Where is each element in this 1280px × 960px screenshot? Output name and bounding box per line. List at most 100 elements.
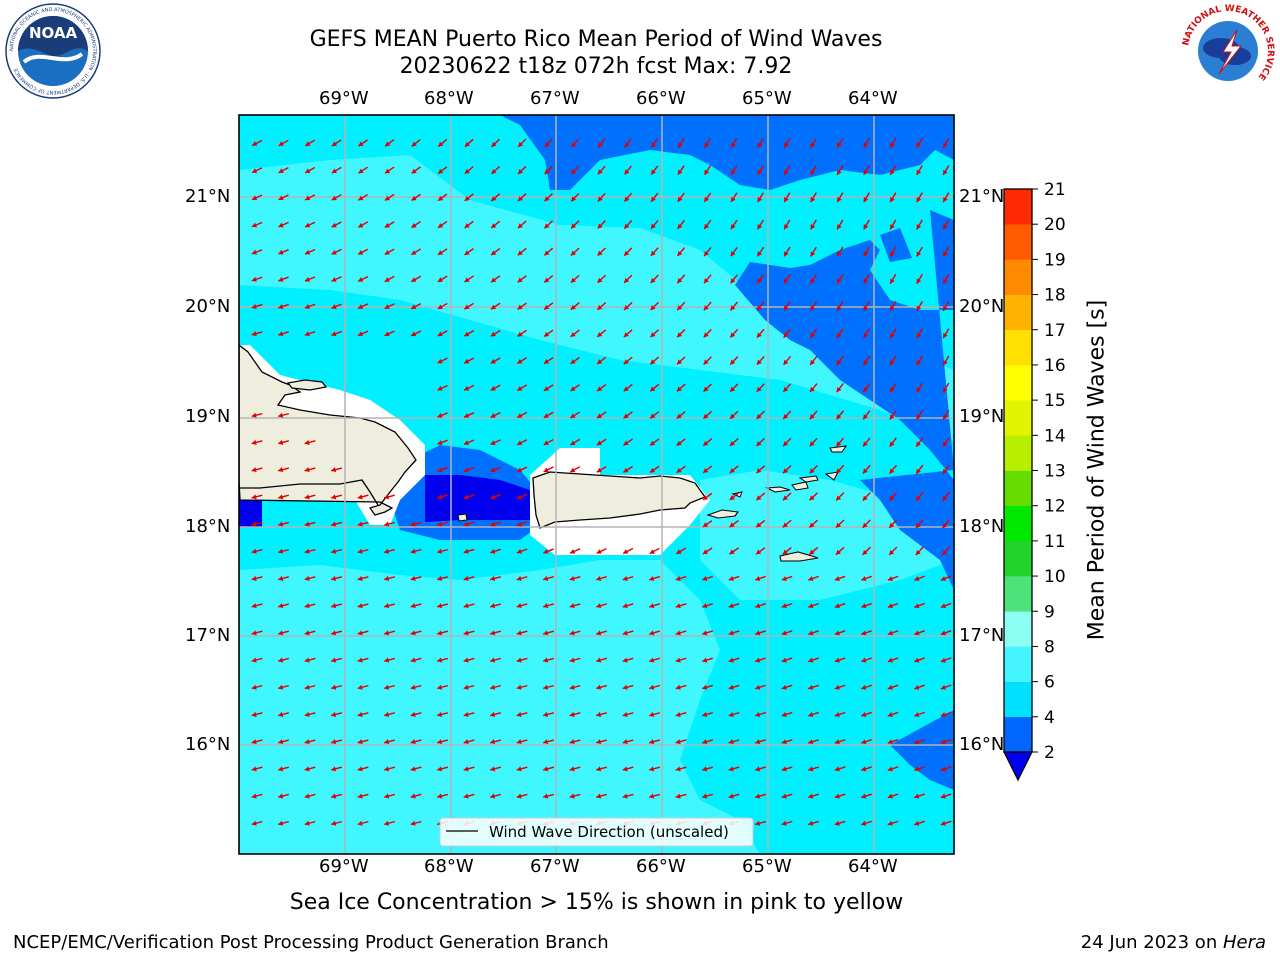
wind-wave-arrow bbox=[542, 739, 555, 745]
wind-wave-arrow bbox=[649, 711, 660, 717]
lon-tick-top: 66°W bbox=[636, 88, 686, 109]
wind-wave-arrow bbox=[304, 766, 316, 772]
colorbar-tick-label: 20 bbox=[1044, 215, 1066, 235]
wind-wave-arrow bbox=[942, 219, 950, 230]
wind-wave-arrow bbox=[436, 766, 449, 772]
wind-wave-arrow bbox=[516, 657, 528, 663]
wind-wave-arrow bbox=[304, 684, 316, 690]
wind-wave-arrow bbox=[888, 519, 898, 529]
wind-wave-arrow bbox=[277, 494, 290, 500]
wind-wave-arrow bbox=[940, 766, 952, 772]
wind-wave-arrow bbox=[728, 684, 740, 690]
wind-wave-arrow bbox=[544, 193, 553, 202]
wind-wave-arrow bbox=[410, 330, 422, 337]
wind-wave-arrow bbox=[543, 548, 554, 554]
colorbar-tick-label: 21 bbox=[1044, 180, 1066, 200]
wind-wave-arrow bbox=[436, 657, 449, 663]
wind-wave-arrow bbox=[755, 684, 766, 690]
wind-wave-arrow bbox=[622, 793, 634, 799]
wind-wave-arrow bbox=[596, 411, 607, 419]
wind-wave-arrow bbox=[331, 330, 342, 337]
wind-wave-arrow bbox=[940, 793, 952, 799]
wind-wave-arrow bbox=[781, 820, 793, 826]
wind-wave-arrow bbox=[703, 328, 712, 338]
wind-wave-arrow bbox=[357, 603, 369, 609]
wind-wave-arrow bbox=[756, 328, 765, 339]
wind-wave-arrow bbox=[623, 301, 633, 311]
wind-wave-arrow bbox=[569, 548, 581, 554]
wind-wave-arrow bbox=[597, 192, 606, 202]
wind-wave-arrow bbox=[755, 519, 766, 528]
wind-wave-arrow bbox=[357, 657, 369, 663]
wind-wave-arrow bbox=[914, 630, 925, 636]
wind-wave-arrow bbox=[331, 221, 342, 228]
wind-wave-arrow bbox=[542, 711, 555, 717]
wind-wave-arrow bbox=[437, 466, 448, 473]
wind-wave-arrow bbox=[810, 192, 817, 203]
wind-wave-arrow bbox=[649, 575, 660, 581]
wind-wave-arrow bbox=[437, 138, 448, 148]
lat-tick-left: 20°N bbox=[185, 296, 231, 317]
colorbar-band bbox=[1004, 470, 1032, 506]
wind-wave-arrow bbox=[410, 766, 422, 772]
wind-wave-arrow bbox=[304, 548, 316, 554]
wind-wave-arrow bbox=[703, 274, 712, 284]
wind-wave-arrow bbox=[278, 276, 289, 282]
wind-wave-arrow bbox=[861, 575, 872, 581]
wind-wave-arrow bbox=[357, 630, 369, 636]
wind-wave-arrow bbox=[862, 410, 871, 420]
wind-wave-arrow bbox=[916, 137, 923, 149]
wind-wave-arrow bbox=[702, 520, 713, 528]
wind-wave-arrow bbox=[783, 246, 791, 257]
wind-wave-arrow bbox=[251, 303, 263, 309]
wind-wave-arrow bbox=[357, 521, 369, 527]
wind-wave-arrow bbox=[756, 383, 765, 393]
wind-wave-arrow bbox=[834, 630, 846, 636]
colorbar-tick-label: 12 bbox=[1044, 497, 1066, 517]
wind-wave-arrow bbox=[942, 137, 950, 149]
wind-wave-arrow bbox=[755, 820, 766, 826]
wind-wave-arrow bbox=[570, 384, 580, 392]
wind-wave-arrow bbox=[916, 219, 923, 230]
wind-wave-arrow bbox=[649, 547, 660, 555]
wind-wave-arrow bbox=[757, 137, 764, 149]
period-field-2-4-small bbox=[880, 228, 912, 262]
wind-wave-arrow bbox=[330, 766, 343, 772]
wind-wave-arrow bbox=[570, 165, 580, 175]
wind-wave-arrow bbox=[463, 575, 475, 581]
wind-wave-arrow bbox=[781, 739, 793, 745]
wind-wave-arrow bbox=[755, 465, 766, 474]
wind-wave-arrow bbox=[756, 437, 765, 447]
wind-wave-arrow bbox=[489, 711, 502, 717]
wind-wave-arrow bbox=[781, 657, 793, 663]
wind-wave-arrow bbox=[437, 548, 448, 554]
wind-wave-arrow bbox=[517, 193, 527, 202]
wind-wave-arrow bbox=[834, 602, 846, 609]
wind-wave-arrow bbox=[675, 547, 687, 555]
wind-wave-arrow bbox=[703, 165, 712, 176]
wind-wave-arrow bbox=[251, 575, 263, 581]
wind-wave-arrow bbox=[836, 301, 844, 312]
wind-wave-arrow bbox=[304, 820, 316, 826]
wind-wave-arrow bbox=[516, 575, 528, 581]
nws-logo: NATIONAL WEATHER SERVICE bbox=[1181, 4, 1275, 98]
wind-wave-arrow bbox=[835, 437, 845, 447]
wind-wave-arrow bbox=[463, 330, 475, 337]
wind-wave-arrow bbox=[887, 602, 899, 609]
wind-wave-arrow bbox=[278, 194, 289, 201]
wind-wave-arrow bbox=[516, 466, 528, 473]
wind-wave-arrow bbox=[357, 330, 369, 337]
wind-wave-arrow bbox=[596, 438, 607, 446]
wind-wave-arrow bbox=[781, 602, 793, 609]
wind-wave-arrow bbox=[915, 519, 924, 529]
wind-wave-arrow bbox=[677, 165, 685, 176]
wind-wave-arrow bbox=[649, 684, 660, 690]
wind-wave-arrow bbox=[436, 711, 449, 717]
colorbar-tick-label: 17 bbox=[1044, 321, 1066, 341]
wind-wave-arrow bbox=[675, 793, 687, 799]
wind-wave-arrow bbox=[914, 602, 925, 609]
wind-wave-arrow bbox=[543, 411, 554, 419]
wind-wave-arrow bbox=[251, 657, 263, 663]
wind-wave-arrow bbox=[330, 548, 343, 554]
wind-wave-arrow bbox=[729, 301, 739, 311]
